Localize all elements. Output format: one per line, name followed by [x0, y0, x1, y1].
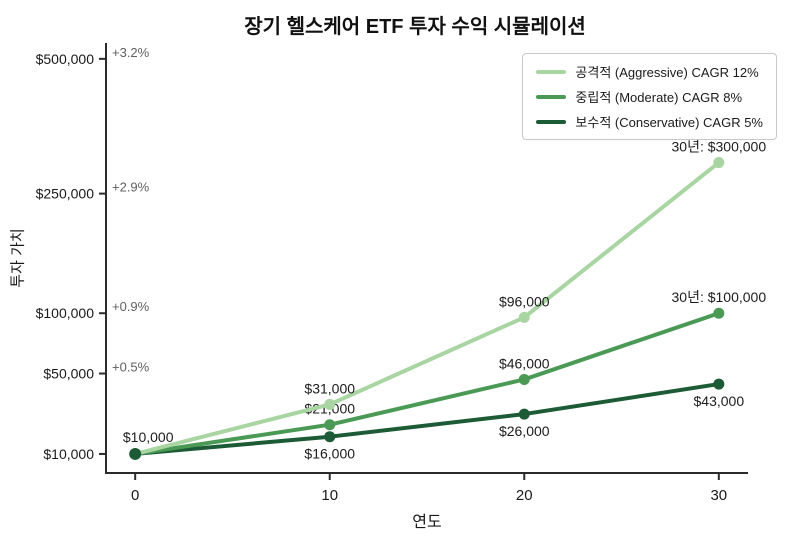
legend-line-swatch — [536, 69, 567, 74]
y-tick-label: $50,000 — [43, 365, 94, 381]
start-point-label: $10,000 — [123, 429, 174, 445]
y-tick-label: $100,000 — [36, 305, 95, 321]
x-tick-label: 10 — [321, 487, 338, 504]
data-point — [713, 157, 725, 169]
point-label: $26,000 — [499, 423, 550, 439]
axis-annotation: +2.9% — [112, 180, 150, 195]
series-line-2 — [133, 382, 721, 456]
point-label: $31,000 — [304, 380, 355, 396]
legend-line-swatch — [536, 94, 567, 99]
data-point — [518, 311, 530, 323]
axis-annotation: +0.9% — [112, 299, 150, 314]
data-point — [713, 307, 725, 319]
data-point — [324, 398, 336, 410]
data-point — [518, 373, 530, 385]
x-axis-label: 연도 — [412, 514, 442, 531]
start-point — [129, 447, 142, 460]
axis-annotation: +0.5% — [112, 359, 150, 374]
x-tick-label: 0 — [131, 487, 139, 504]
point-label: $96,000 — [499, 293, 550, 309]
point-label: 30년: $300,000 — [672, 139, 767, 155]
x-tick-label: 30 — [710, 487, 727, 504]
data-point — [324, 419, 336, 431]
point-label: 30년: $100,000 — [672, 289, 767, 305]
series-line-0 — [133, 160, 721, 456]
legend-item-2: 보수적 (Conservative) CAGR 5% — [536, 112, 763, 131]
axis-spines — [105, 43, 748, 474]
data-point — [518, 408, 530, 420]
axis-annotation: +3.2% — [112, 45, 150, 60]
point-label: $46,000 — [499, 355, 550, 371]
y-tick-label: $500,000 — [36, 51, 95, 67]
data-point — [713, 378, 725, 390]
series-line-1 — [133, 311, 721, 456]
point-label: $16,000 — [304, 446, 355, 462]
legend-item-0: 공격적 (Aggressive) CAGR 12% — [536, 62, 763, 81]
y-tick-label: $250,000 — [36, 186, 95, 202]
y-axis-label: 투자 가치 — [9, 228, 27, 288]
legend: 공격적 (Aggressive) CAGR 12% 중립적 (Moderate) … — [522, 53, 777, 140]
y-tick-label: $10,000 — [43, 446, 94, 462]
legend-item-1: 중립적 (Moderate) CAGR 8% — [536, 87, 763, 106]
legend-label: 공격적 (Aggressive) CAGR 12% — [575, 65, 759, 80]
x-tick-label: 20 — [516, 487, 533, 504]
data-point — [324, 431, 336, 443]
point-label: $43,000 — [694, 393, 745, 409]
legend-label: 보수적 (Conservative) CAGR 5% — [575, 115, 763, 130]
legend-label: 중립적 (Moderate) CAGR 8% — [575, 90, 743, 105]
legend-line-swatch — [536, 119, 567, 124]
chart-title: 장기 헬스케어 ETF 투자 수익 시뮬레이션 — [244, 16, 586, 38]
